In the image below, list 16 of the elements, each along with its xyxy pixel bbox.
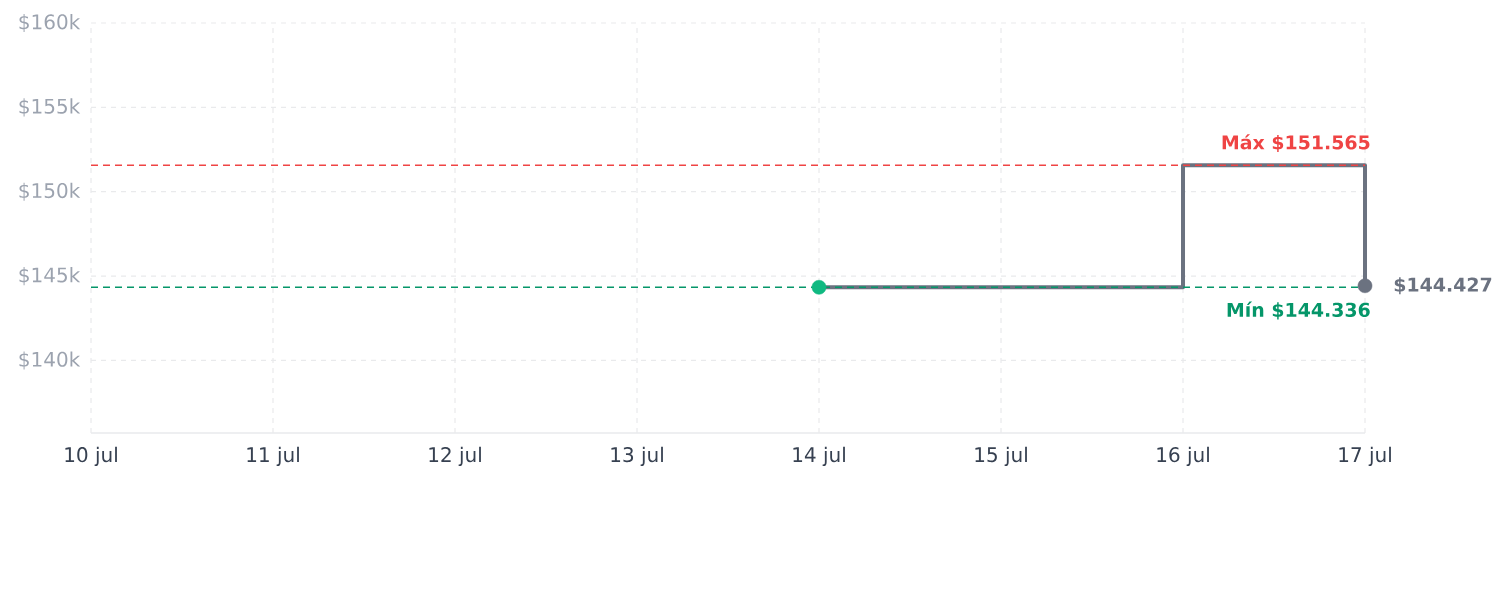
x-tick-label: 14 jul — [793, 446, 845, 467]
y-tick-label: $145k — [19, 267, 81, 286]
y-tick-label: $140k — [19, 351, 81, 370]
x-tick-label: 11 jul — [247, 446, 299, 467]
x-tick-label: 15 jul — [975, 446, 1027, 467]
x-tick-label: 12 jul — [429, 446, 481, 467]
y-tick-label: $155k — [19, 98, 81, 117]
x-tick-label: 17 jul — [1339, 446, 1391, 467]
y-tick-label: $160k — [19, 13, 81, 33]
y-tick-label: $150k — [19, 182, 81, 201]
ref-line-label: Máx $151.565 — [1222, 134, 1370, 153]
x-tick-label: 10 jul — [65, 446, 117, 467]
x-tick-label: 16 jul — [1157, 446, 1209, 467]
x-tick-label: 13 jul — [611, 446, 663, 467]
ref-line-label: Mín $144.336 — [1227, 301, 1370, 320]
annotation: $144.427 — [1394, 277, 1492, 295]
